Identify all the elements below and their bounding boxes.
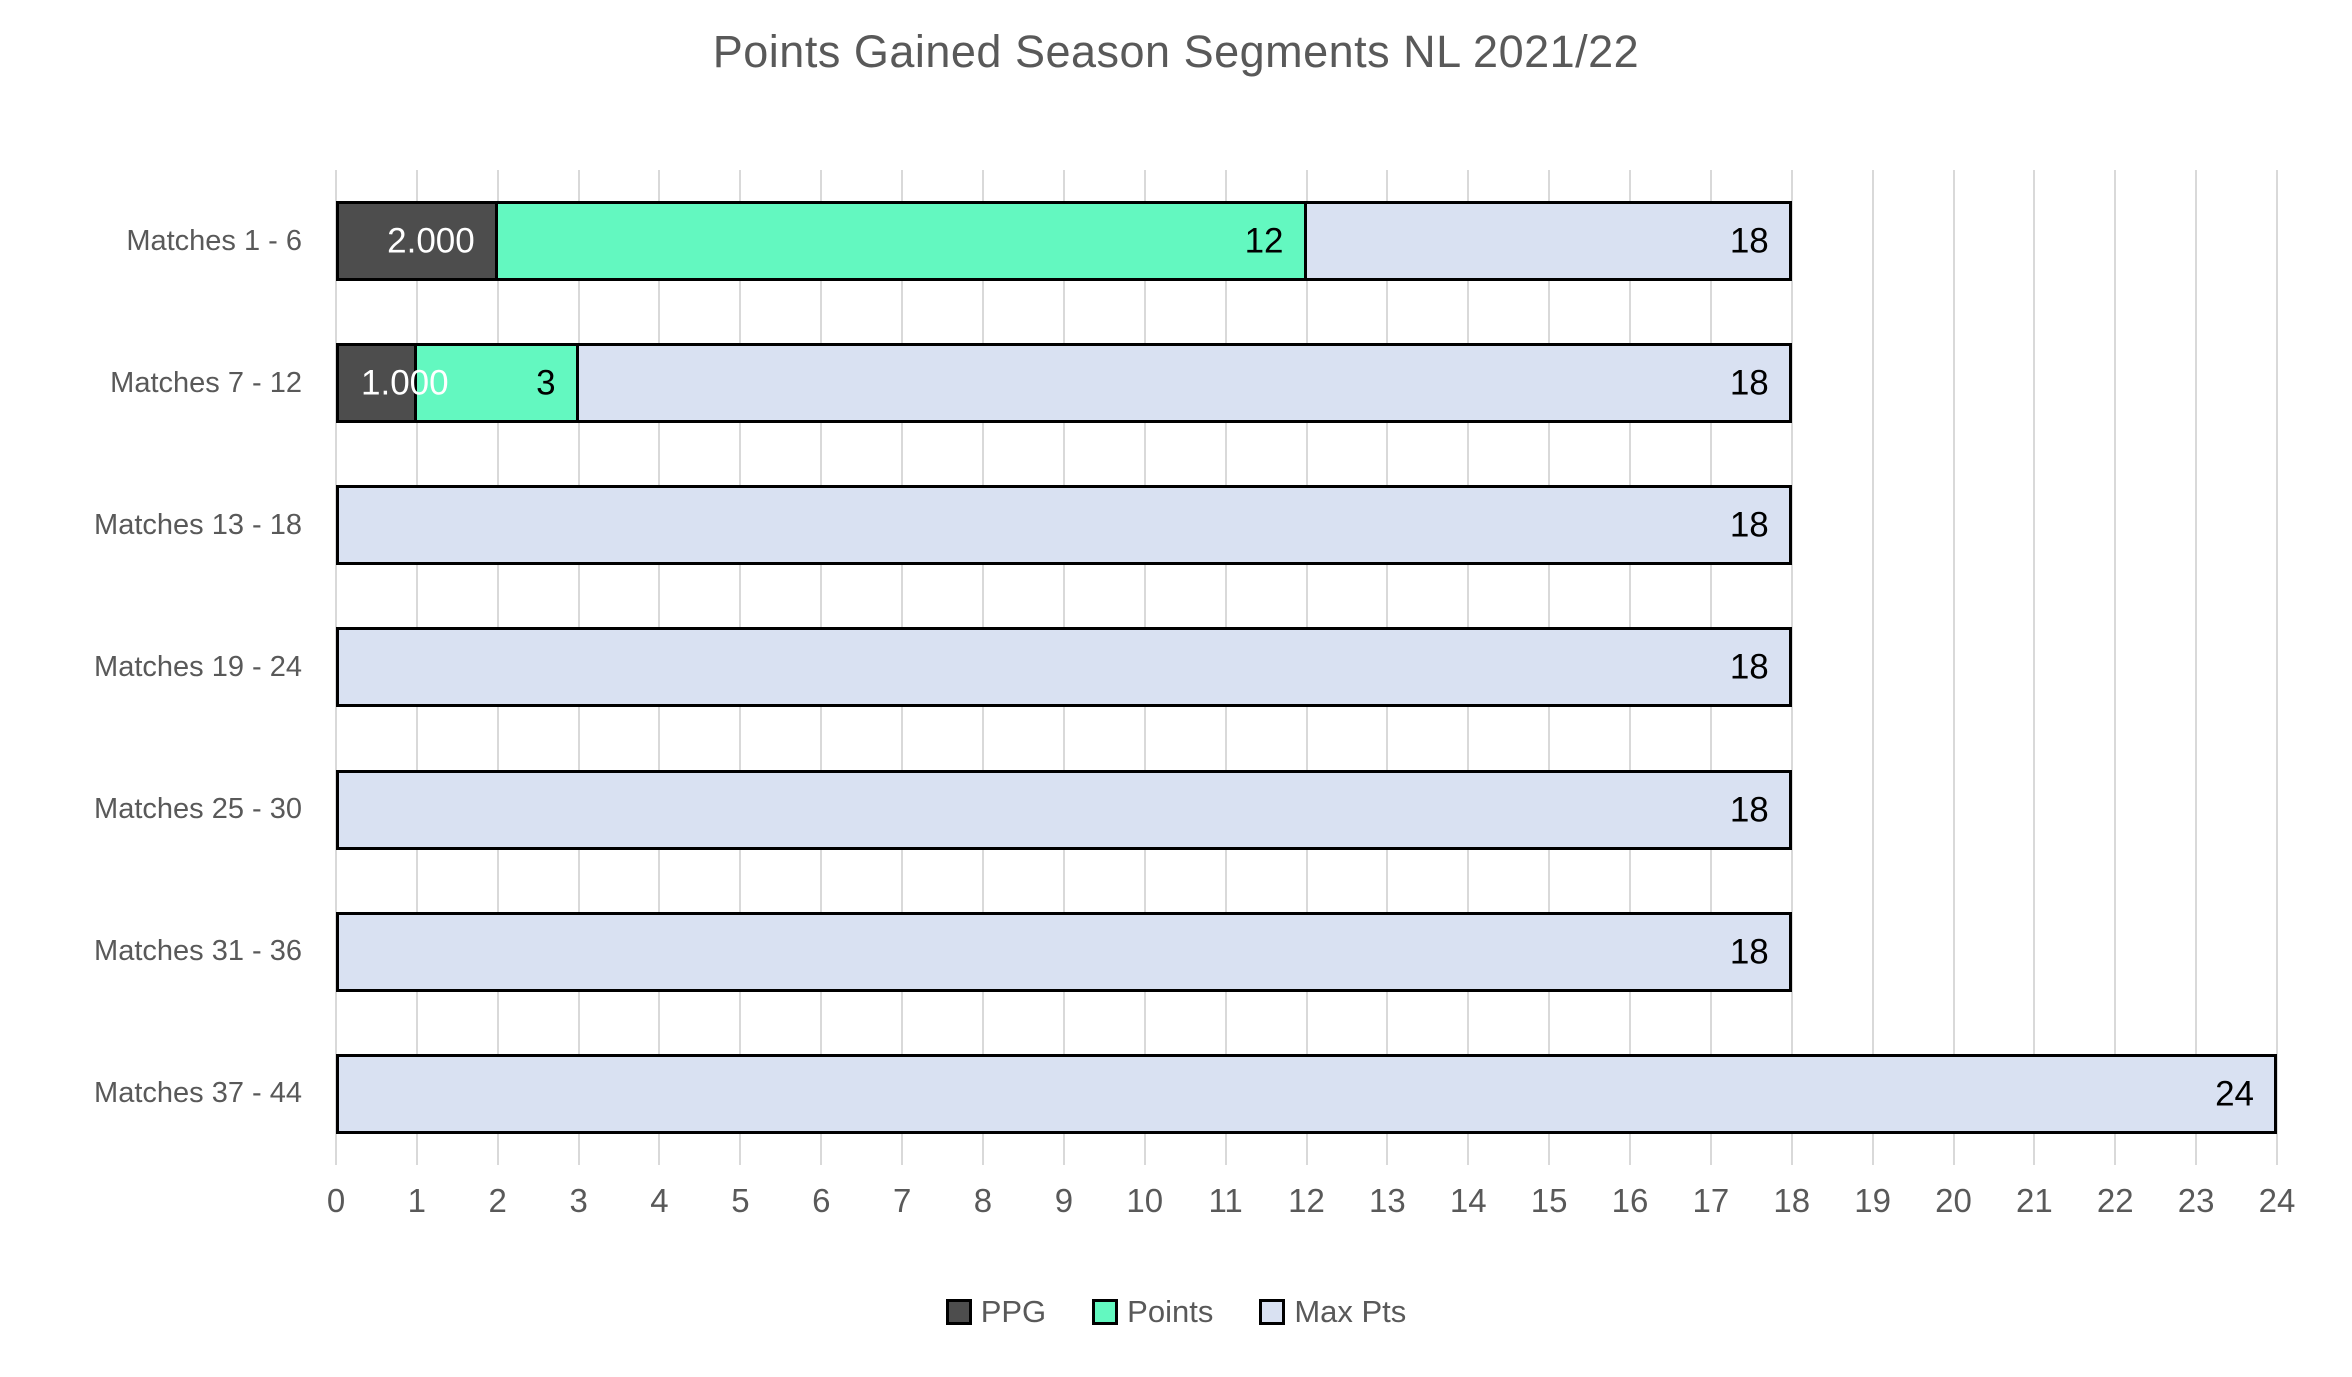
bar-ppg: 2.000 [336,201,498,282]
bar-row: 24 [336,1023,2277,1165]
gridline [2033,170,2036,1165]
x-tick-label: 6 [812,1182,831,1219]
category-label: Matches 7 - 12 [110,366,302,399]
x-tick-label: 16 [1611,1182,1649,1219]
y-axis-category-labels: Matches 1 - 6 Matches 7 - 12 Matches 13 - … [0,170,318,1165]
bar-rows: 2.000 12 18 1.000 3 18 18 18 18 18 24 [336,170,2277,1165]
gridline [2114,170,2117,1165]
bar-value-label: 24 [2215,1074,2254,1114]
x-axis: 0 1 2 3 4 5 6 7 8 9 10 11 12 13 14 15 16 17 18 19 20 21 22 23 24 [327,1182,2296,1227]
bar-max-pts: 18 [336,485,1792,566]
bar-ppg: 1.000 [336,343,449,424]
gridline [1790,170,1793,1165]
bar-value-label: 18 [1729,363,1769,403]
bar-row: 18 [336,739,2277,881]
x-tick-label: 22 [2096,1182,2134,1219]
x-tick-label: 10 [1126,1182,1164,1219]
legend-item-points: Points [1092,1294,1213,1330]
x-tick-label: 4 [650,1182,669,1219]
gridline [1952,170,1955,1165]
legend-swatch-icon [945,1299,972,1325]
x-tick-label: 5 [731,1182,750,1219]
legend-swatch-icon [1259,1299,1286,1325]
category-label: Matches 19 - 24 [94,650,302,683]
legend: PPG Points Max Pts [0,1294,2352,1330]
bar-row: 1.000 3 18 [336,312,2277,454]
category-label: Matches 37 - 44 [94,1077,302,1110]
bar-value-label: 18 [1729,647,1769,687]
x-tick-label: 18 [1773,1182,1811,1219]
x-tick-label: 3 [569,1182,588,1219]
x-tick-label: 19 [1854,1182,1891,1219]
x-tick-label: 8 [973,1182,993,1219]
chart-title: Points Gained Season Segments NL 2021/22 [712,26,1640,77]
bar-max-pts: 18 [336,911,1792,992]
x-tick-label: 23 [2177,1182,2215,1219]
category-label: Matches 13 - 18 [94,508,302,541]
bar-row: 18 [336,454,2277,596]
bar-value-label: 1.000 [361,363,449,403]
category-label: Matches 31 - 36 [94,935,302,968]
bar-row: 18 [336,881,2277,1023]
x-tick-label: 0 [326,1182,346,1219]
x-tick-label: 11 [1208,1182,1243,1219]
bar-value-label: 18 [1729,505,1769,545]
bar-value-label: 18 [1729,932,1769,972]
x-tick-label: 21 [2016,1182,2053,1219]
legend-label: Max Pts [1294,1294,1407,1329]
x-tick-label: 1 [407,1182,427,1219]
legend-item-ppg: PPG [945,1294,1047,1330]
x-tick-label: 12 [1288,1182,1325,1219]
bar-max-pts: 18 [336,769,1792,850]
x-tick-label: 17 [1692,1182,1730,1219]
x-tick-label: 7 [892,1182,912,1219]
gridline [2276,170,2278,1165]
category-label: Matches 1 - 6 [126,224,302,257]
gridline [1871,170,1874,1165]
bar-row: 2.000 12 18 [336,170,2277,312]
bar-value-label: 18 [1729,790,1769,830]
gridline [2195,170,2198,1165]
bar-max-pts: 18 [336,343,1792,424]
x-tick-label: 24 [2258,1182,2296,1219]
bar-value-label: 2.000 [387,221,475,261]
plot-area: 2.000 12 18 1.000 3 18 18 18 18 18 24 [335,170,2278,1165]
category-label: Matches 25 - 30 [94,793,302,826]
bar-row: 18 [336,596,2277,738]
bar-value-label: 12 [1244,221,1284,261]
x-tick-label: 15 [1530,1182,1568,1219]
legend-item-max-pts: Max Pts [1259,1294,1406,1330]
bar-max-pts: 18 [336,627,1792,708]
x-tick-label: 20 [1935,1182,1972,1219]
legend-label: PPG [980,1294,1047,1329]
x-tick-label: 2 [488,1182,507,1219]
bar-value-label: 18 [1729,221,1769,261]
bar-max-pts: 24 [336,1053,2277,1134]
x-tick-label: 13 [1369,1182,1406,1219]
bar-value-label: 3 [536,363,556,403]
x-tick-label: 14 [1449,1182,1487,1219]
x-tick-label: 9 [1054,1182,1074,1219]
legend-swatch-icon [1092,1299,1119,1325]
legend-label: Points [1127,1294,1214,1329]
